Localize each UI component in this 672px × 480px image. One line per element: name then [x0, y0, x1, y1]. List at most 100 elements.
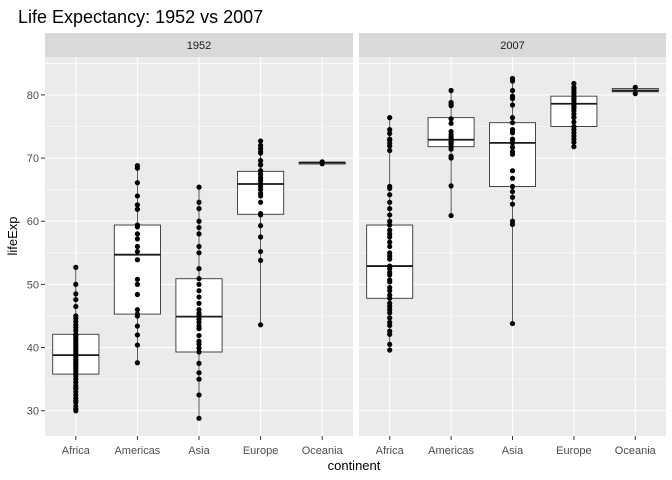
data-point: [387, 206, 393, 212]
data-point: [571, 80, 577, 87]
data-point: [134, 222, 140, 228]
data-point: [134, 276, 140, 282]
data-point: [73, 281, 79, 287]
data-point: [571, 144, 577, 150]
data-point: [196, 266, 202, 272]
data-point: [387, 231, 393, 237]
data-point: [134, 236, 140, 242]
data-point: [134, 248, 140, 255]
data-point: [387, 284, 393, 291]
facet-strip: [45, 33, 353, 57]
data-point: [134, 360, 140, 366]
data-point: [319, 159, 325, 165]
data-point: [134, 243, 140, 250]
data-point: [387, 136, 393, 142]
data-point: [387, 250, 393, 256]
data-point: [571, 119, 577, 125]
x-tick-label: Asia: [188, 445, 210, 457]
x-tick-label: Oceania: [615, 445, 657, 457]
data-point: [509, 136, 516, 142]
data-point: [632, 84, 638, 90]
data-point: [196, 206, 202, 212]
data-point: [258, 138, 264, 144]
data-point: [196, 415, 202, 421]
data-point: [258, 168, 264, 174]
y-tick-label: 70: [27, 153, 39, 165]
plot-area: 1952 Africa Americas Asia Europe Oceania 2007 A…: [27, 33, 666, 457]
data-point: [509, 218, 516, 224]
chart-title: Life Expectancy: 1952 vs 2007: [18, 7, 263, 27]
data-point: [387, 243, 393, 250]
data-point: [258, 248, 264, 255]
data-point: [196, 199, 202, 205]
data-point: [196, 332, 202, 339]
data-point: [509, 115, 516, 121]
data-point: [387, 319, 393, 325]
facet-strip-label: 1952: [187, 40, 211, 52]
data-point: [387, 300, 393, 306]
data-point: [387, 341, 393, 348]
data-point: [196, 349, 202, 355]
data-point: [196, 370, 202, 376]
data-point: [73, 403, 79, 409]
data-point: [134, 231, 140, 237]
data-point: [448, 212, 454, 219]
x-tick-label: Americas: [428, 445, 474, 457]
data-point: [448, 120, 454, 126]
y-tick-label: 60: [27, 216, 39, 228]
data-point: [134, 342, 140, 348]
data-point: [387, 269, 393, 275]
data-point: [448, 116, 454, 122]
data-point: [258, 190, 264, 197]
data-point: [73, 303, 79, 310]
x-tick-label: Americas: [114, 445, 160, 457]
data-point: [196, 281, 202, 287]
data-point: [448, 128, 454, 135]
data-point: [509, 320, 516, 327]
data-point: [387, 199, 393, 205]
data-point: [387, 292, 393, 298]
data-point: [258, 211, 264, 217]
data-point: [509, 183, 516, 190]
data-point: [387, 130, 393, 137]
data-point: [509, 93, 516, 99]
data-point: [258, 199, 264, 205]
data-point: [196, 250, 202, 256]
data-point: [258, 234, 264, 240]
data-point: [196, 376, 202, 382]
data-point: [387, 183, 393, 190]
data-point: [196, 288, 202, 294]
data-point: [196, 300, 202, 306]
data-point: [509, 201, 516, 207]
data-point: [196, 392, 202, 398]
data-point: [387, 115, 393, 121]
data-point: [196, 224, 202, 231]
data-point: [134, 257, 140, 263]
data-point: [134, 202, 140, 208]
data-point: [387, 222, 393, 228]
data-point: [448, 87, 454, 94]
data-point: [196, 360, 202, 366]
data-point: [258, 142, 264, 149]
data-point: [196, 338, 202, 344]
data-point: [387, 227, 393, 233]
data-point: [387, 263, 393, 269]
x-tick-label: Oceania: [302, 445, 344, 457]
data-point: [632, 91, 638, 97]
data-point: [196, 307, 202, 313]
data-point: [387, 147, 393, 154]
data-point: [196, 276, 202, 282]
data-point: [134, 206, 140, 212]
y-tick-label: 80: [27, 90, 39, 102]
data-point: [258, 322, 264, 328]
y-tick-label: 50: [27, 279, 39, 291]
data-point: [134, 311, 140, 317]
data-point: [196, 218, 202, 224]
y-tick-label: 40: [27, 343, 39, 355]
data-point: [73, 291, 79, 297]
data-point: [258, 161, 264, 167]
data-point: [196, 345, 202, 351]
data-point: [509, 175, 516, 181]
y-axis-title: lifeExp: [5, 216, 20, 255]
